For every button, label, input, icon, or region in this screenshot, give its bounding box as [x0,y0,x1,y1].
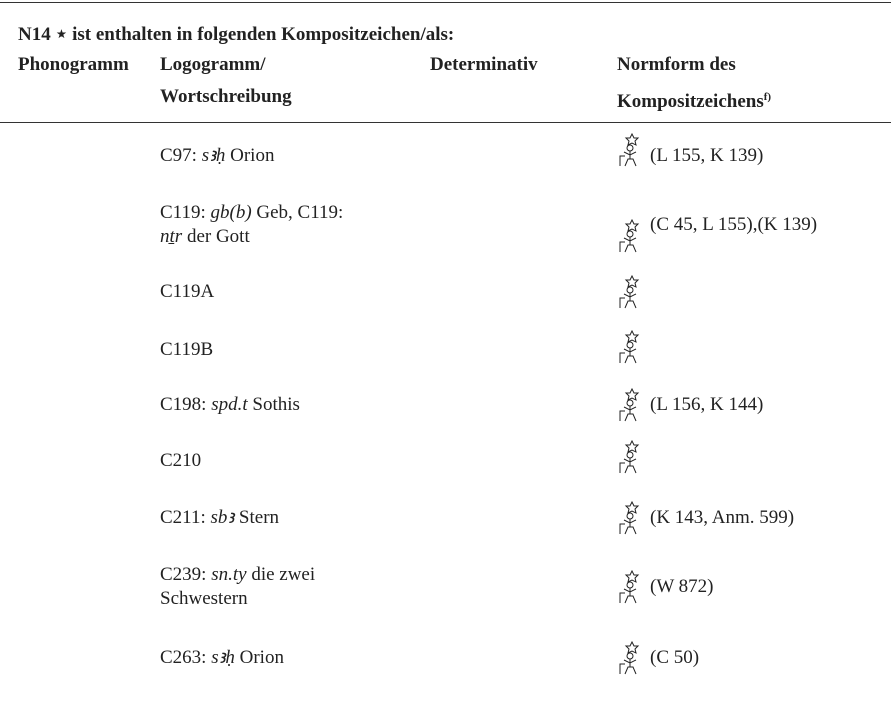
hieroglyph [619,501,640,535]
normform: (C 45, L 155),(K 139) [650,214,818,235]
normform: (C 50) [650,647,700,668]
logogramm-line: C263: sꜣḥ Orion [160,646,284,670]
hieroglyph [619,641,640,675]
logogramm-line: C210 [160,449,201,473]
top-rule [0,2,891,3]
logogramm-text: C97: [160,145,202,166]
normform: (L 155, K 139) [650,145,764,166]
logogramm-line: C97: sꜣḥ Orion [160,144,274,168]
logogramm-text: sꜣḥ [211,647,235,668]
footnote-mark: f) [763,91,772,103]
logogramm-line: C239: sn.ty die zwei [160,563,315,587]
logogramm-text: C210 [160,450,202,471]
logogramm-text: C119A [160,281,215,302]
logogramm-text: C119: [160,202,211,223]
hieroglyph [619,133,640,167]
logogramm-text: der Gott [182,226,250,247]
logogramm-text: Geb, C119: [251,202,344,223]
logogramm-text: Schwestern [160,588,248,609]
logogramm-line: C119A [160,280,214,304]
logogramm-text: C119B [160,339,214,360]
col-header: Logogramm/ [160,54,266,75]
logogramm-line: Schwestern [160,587,248,611]
col-header: Wortschreibung [160,86,292,107]
hieroglyph [619,219,640,253]
hieroglyph [619,275,640,309]
logogramm-text: Stern [234,507,280,528]
hieroglyph [619,330,640,364]
title: N14 ⋆ ist enthalten in folgenden Komposi… [18,24,455,45]
logogramm-text: spd.t [211,394,248,415]
logogramm-text: Orion [234,647,284,668]
logogramm-line: C198: spd.t Sothis [160,393,300,417]
logogramm-line: C119B [160,338,213,362]
hieroglyph [619,440,640,474]
col-header-text: Kompositzeichens [617,91,764,112]
logogramm-text: Sothis [247,394,300,415]
col-header: Determinativ [430,54,538,75]
col-header: Kompositzeichensf) [617,85,771,114]
logogramm-text: Orion [225,145,275,166]
logogramm-text: nṯr [160,226,183,247]
logogramm-text: sn.ty [211,564,247,585]
logogramm-text: die zwei [246,564,316,585]
logogramm-text: C198: [160,394,212,415]
col-header: Phonogramm [18,54,129,75]
logogramm-line: C119: gb(b) Geb, C119: [160,201,343,225]
logogramm-text: C211: [160,507,211,528]
normform: (K 143, Anm. 599) [650,507,795,528]
hieroglyph [619,570,640,604]
normform: (L 156, K 144) [650,394,764,415]
logogramm-text: C263: [160,647,212,668]
logogramm-line: nṯr der Gott [160,225,250,249]
logogramm-text: sꜣḥ [201,145,226,166]
normform: (W 872) [650,576,714,597]
hieroglyph [619,388,640,422]
logogramm-text: C239: [160,564,212,585]
header-rule [0,122,891,123]
col-header: Normform des [617,54,736,75]
logogramm-text: gb(b) [210,202,252,223]
logogramm-line: C211: sbꜣ Stern [160,506,279,530]
logogramm-text: sbꜣ [210,507,235,528]
